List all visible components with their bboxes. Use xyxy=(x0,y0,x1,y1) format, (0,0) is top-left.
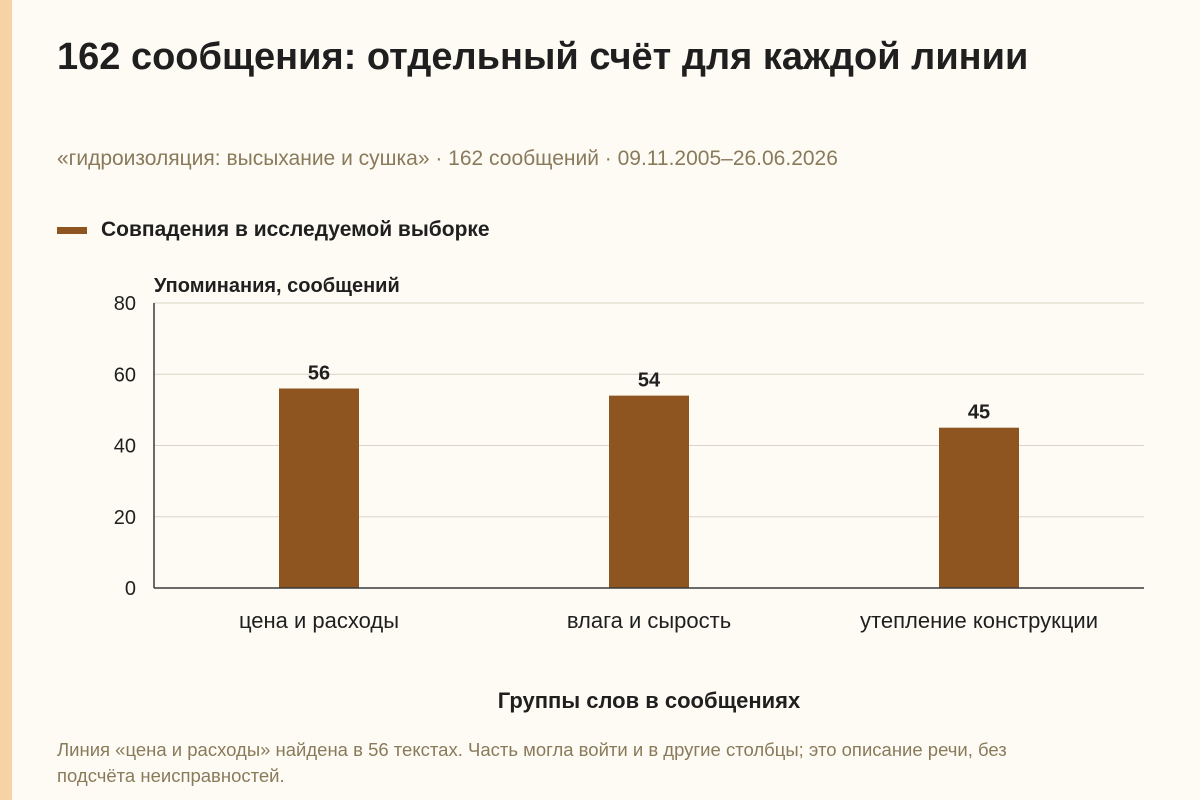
footnote: Линия «цена и расходы» найдена в 56 текс… xyxy=(57,739,1007,786)
y-tick-label: 80 xyxy=(114,293,136,315)
bar-value-label: 45 xyxy=(968,402,990,424)
x-axis-label: Группы слов в сообщениях xyxy=(498,688,801,713)
legend: Совпадения в исследуемой выборке xyxy=(57,218,490,242)
axes xyxy=(153,303,1144,589)
legend-swatch xyxy=(57,226,87,234)
y-axis-label: Упоминания, сообщений xyxy=(154,275,400,297)
legend-label: Совпадения в исследуемой выборке xyxy=(101,218,490,241)
y-tick-label: 0 xyxy=(125,578,136,600)
x-tick-label: влага и сырость xyxy=(567,608,731,633)
bar xyxy=(279,388,359,588)
bar xyxy=(939,427,1019,588)
chart-title: 162 сообщения: отдельный счёт для каждой… xyxy=(57,36,1029,78)
x-tick-label: утепление конструкции xyxy=(860,608,1098,633)
bars xyxy=(279,388,1019,588)
bar xyxy=(609,395,689,588)
labels: 0 20 40 60 80 56 цена и расходы 54 влага и сырос… xyxy=(114,293,1098,633)
bar-value-label: 56 xyxy=(308,363,330,385)
accent-strip xyxy=(0,0,12,800)
x-tick-label: цена и расходы xyxy=(239,608,399,633)
y-tick-label: 20 xyxy=(114,507,136,529)
chart-subtitle: «гидроизоляция: высыхание и сушка» · 162… xyxy=(57,147,838,170)
y-tick-label: 40 xyxy=(114,436,136,458)
y-tick-label: 60 xyxy=(114,364,136,386)
bar-value-label: 54 xyxy=(638,370,661,392)
